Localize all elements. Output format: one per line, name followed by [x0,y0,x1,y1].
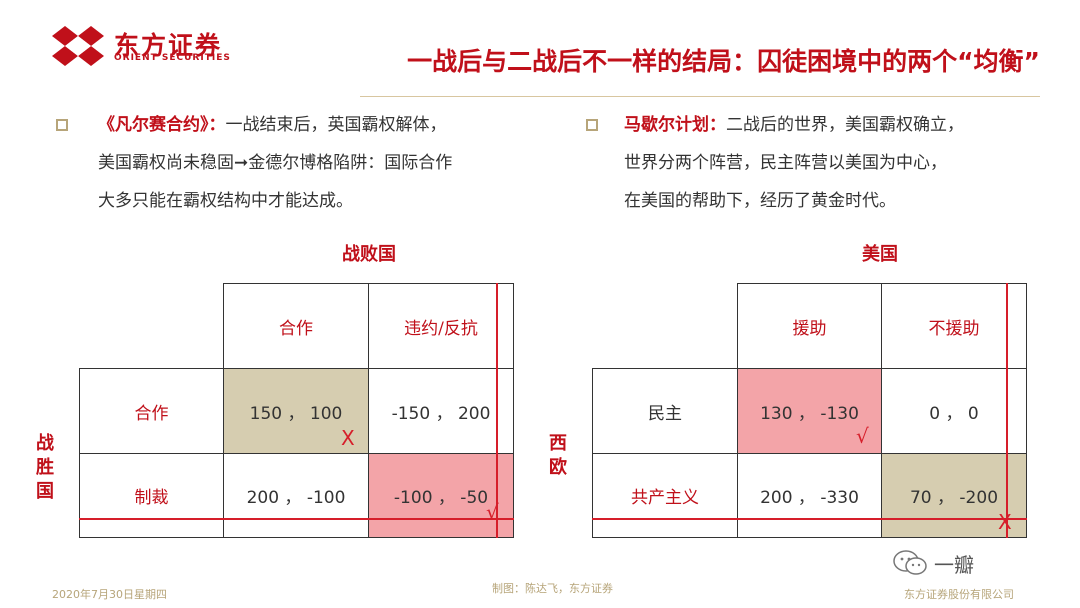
row-player-char: 国 [36,481,54,502]
row-player-char: 欧 [549,457,567,478]
left-keyword: 《凡尔赛合约》： [98,115,226,135]
right-row-header-communism: 共产主义 [592,453,738,538]
footer-date: 2020年7月30日星期四 [52,588,167,601]
bullet-square-icon [586,119,598,131]
left-row-header-sanction: 制裁 [79,453,224,538]
wechat-icon [893,550,927,575]
row-player-char: 西 [549,433,567,454]
left-col-header-cooperate: 合作 [223,283,369,369]
bullet-square-icon [56,119,68,131]
right-column-player: 美国 [862,244,898,265]
check-mark-icon: √ [486,500,499,524]
slide-title: 一战后与二战后不一样的结局：囚徒困境中的两个“均衡” [407,47,1040,76]
check-mark-icon: √ [856,424,869,448]
left-text-line-1: 一战结束后，英国霸权解体， [225,115,447,135]
left-payoff-cell: -100 ， -50 [368,453,514,538]
left-payoff-cell: -150 ， 200 [368,368,514,454]
left-payoff-cell: 200 ， -100 [223,453,369,538]
right-payoff-cell: 70 ， -200 [881,453,1027,538]
left-row-player: 战 胜 国 [34,432,56,504]
left-bullet-text: 《凡尔赛合约》：一战结束后，英国霸权解体， 美国霸权尚未稳固➞金德尔博格陷阱：国… [98,106,558,220]
row-player-char: 战 [36,433,54,454]
left-column-player: 战败国 [342,244,396,265]
left-best-response-vline [496,283,498,538]
brand-logo-icon [52,26,104,66]
footer-company: 东方证券股份有限公司 [904,588,1014,601]
right-best-response-vline [1006,283,1008,538]
right-best-response-hline [592,518,1027,520]
right-text-line-2: 世界分两个阵营，民主阵营以美国为中心， [624,153,947,173]
right-keyword: 马歇尔计划： [624,115,726,135]
row-player-char: 胜 [36,457,54,478]
cross-mark-icon: X [341,426,355,450]
brand-name: 东方证券 [114,31,223,60]
right-row-header-democracy: 民主 [592,368,738,454]
left-col-header-defect: 违约/反抗 [368,283,514,369]
watermark-text: 一瓣 [934,552,974,577]
right-text-line-1: 二战后的世界，美国霸权确立， [726,115,964,135]
wechat-watermark: 一瓣 [892,546,1042,580]
left-text-line-3: 大多只能在霸权结构中才能达成。 [98,191,353,211]
brand-name-english: ORIENT SECURITIES [114,53,231,63]
right-row-player: 西 欧 [547,432,569,480]
left-payoff-cell: 150 ， 100 [223,368,369,454]
cross-mark-icon: X [998,510,1012,534]
left-row-header-cooperate: 合作 [79,368,224,454]
left-text-line-2: 美国霸权尚未稳固➞金德尔博格陷阱：国际合作 [98,153,453,173]
left-best-response-hline [79,518,514,520]
footer-credit: 制图：陈达飞，东方证券 [492,582,613,595]
title-divider [360,96,1040,97]
right-text-line-3: 在美国的帮助下，经历了黄金时代。 [624,191,896,211]
right-payoff-cell: 200 ， -330 [737,453,882,538]
right-col-header-aid: 援助 [737,283,882,369]
right-bullet-text: 马歇尔计划：二战后的世界，美国霸权确立， 世界分两个阵营，民主阵营以美国为中心，… [624,106,1054,220]
